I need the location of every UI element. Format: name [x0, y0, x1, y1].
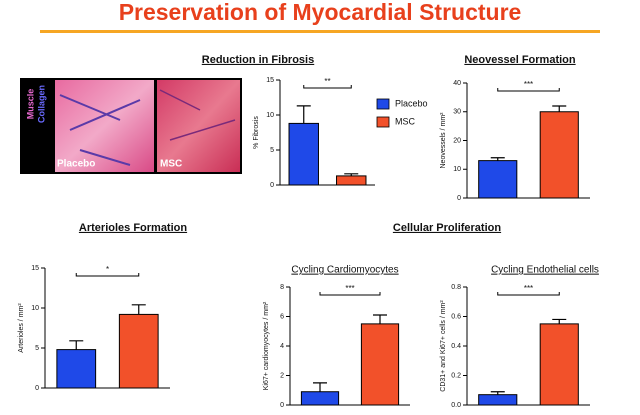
- panel-label: MSC: [160, 159, 182, 170]
- y-tick-label: 10: [266, 112, 274, 119]
- section-heading: Cellular Proliferation: [393, 222, 501, 234]
- y-tick-label: 0: [270, 182, 274, 189]
- legend-label: MSC: [395, 116, 416, 126]
- significance-bracket: [303, 85, 352, 89]
- y-tick-label: 6: [280, 313, 284, 320]
- bar: [539, 111, 579, 199]
- error-bar: [552, 105, 567, 112]
- significance-label: ***: [524, 80, 533, 89]
- bar: [288, 122, 319, 186]
- legend-swatch: [376, 98, 390, 110]
- chart-title: Cycling Cardiomyocytes: [291, 265, 398, 276]
- stain-label: Muscle: [25, 89, 35, 120]
- error-bar: [552, 318, 567, 324]
- bar: [478, 160, 518, 199]
- legend-label: Placebo: [395, 98, 428, 108]
- y-tick-label: 15: [31, 265, 39, 272]
- significance-bracket: [497, 292, 560, 296]
- error-bar: [131, 304, 146, 315]
- y-tick-label: 2: [280, 372, 284, 379]
- error-bar: [490, 391, 505, 395]
- y-axis-label: Neovessels / mm²: [440, 112, 447, 169]
- bar: [539, 323, 579, 406]
- y-tick-label: 15: [266, 77, 274, 84]
- y-tick-label: 40: [453, 80, 461, 87]
- error-bar: [490, 157, 505, 161]
- error-bar: [313, 382, 327, 392]
- y-tick-label: 10: [453, 166, 461, 173]
- y-tick-label: 5: [35, 345, 39, 352]
- y-axis-label: Ki67+ cardiomyocytes / mm²: [263, 301, 270, 390]
- y-tick-label: 0: [35, 385, 39, 392]
- significance-label: *: [106, 265, 109, 274]
- legend-swatch: [376, 116, 390, 128]
- chart-title: Reduction in Fibrosis: [202, 54, 314, 66]
- y-tick-label: 5: [270, 147, 274, 154]
- significance-label: ***: [345, 284, 354, 293]
- y-tick-label: 8: [280, 284, 284, 291]
- error-bar: [69, 340, 84, 350]
- chart-title: Arterioles Formation: [79, 222, 187, 234]
- y-tick-label: 0: [457, 195, 461, 202]
- significance-label: ***: [524, 284, 533, 293]
- y-axis-label: CD31+ and Ki67+ cells / mm²: [440, 300, 447, 392]
- bar: [300, 391, 340, 406]
- y-tick-label: 0.2: [451, 372, 461, 379]
- stain-label: Collagen: [36, 85, 46, 123]
- y-tick-label: 10: [31, 305, 39, 312]
- y-tick-label: 0.8: [451, 284, 461, 291]
- bar: [336, 175, 367, 186]
- bar: [478, 394, 518, 406]
- significance-bracket: [75, 273, 140, 277]
- significance-bracket: [319, 292, 381, 296]
- y-axis-label: Arterioles / mm²: [18, 303, 25, 353]
- y-tick-label: 20: [453, 137, 461, 144]
- bar: [56, 349, 97, 389]
- error-bar: [373, 314, 387, 324]
- y-tick-label: 4: [280, 343, 284, 350]
- error-bar: [296, 105, 311, 124]
- significance-bracket: [497, 88, 560, 92]
- slide-title: Preservation of Myocardial Structure: [119, 0, 522, 25]
- error-bar: [344, 173, 359, 176]
- chart-title: Cycling Endothelial cells: [491, 265, 599, 276]
- panel-label: Placebo: [57, 159, 95, 170]
- title-rule: [40, 30, 600, 33]
- bar: [360, 323, 400, 406]
- significance-label: **: [324, 77, 330, 86]
- y-tick-label: 0: [280, 402, 284, 409]
- y-tick-label: 0.4: [451, 343, 461, 350]
- collagen-fibers: [59, 94, 141, 166]
- bar: [118, 313, 159, 389]
- y-tick-label: 0.0: [451, 402, 461, 409]
- y-tick-label: 30: [453, 109, 461, 116]
- y-tick-label: 0.6: [451, 313, 461, 320]
- chart-title: Neovessel Formation: [464, 54, 576, 66]
- y-axis-label: % Fibrosis: [253, 116, 260, 149]
- collagen-fibers: [159, 89, 236, 141]
